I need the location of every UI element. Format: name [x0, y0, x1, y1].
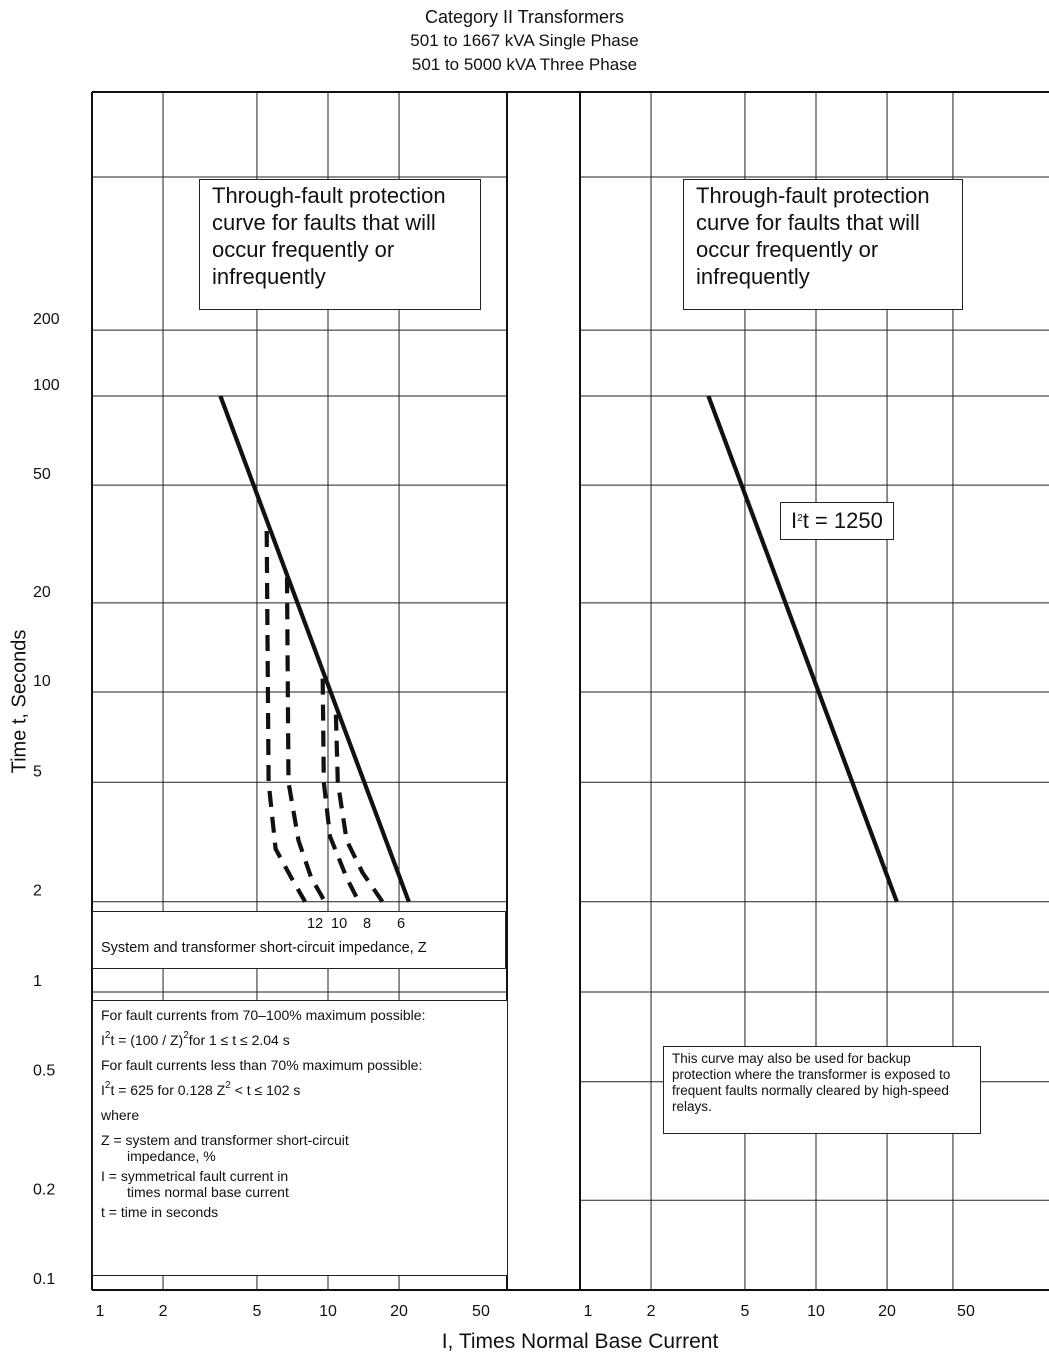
x-tick-label: 2: [647, 1303, 656, 1320]
formula-box: For fault currents from 70–100% maximum …: [92, 1000, 508, 1276]
chart-title: Category II Transformers: [424, 7, 625, 27]
i2t-label-sup: 2: [797, 513, 803, 524]
formula-2c: for 1 ≤ t ≤ 2.04 s: [188, 1032, 290, 1048]
formula-4c: < t ≤ 102 s: [230, 1082, 301, 1098]
def-z-1: Z = system and transformer short-circuit: [101, 1132, 349, 1148]
x-tick-label: 20: [878, 1303, 896, 1320]
i2t-label-b: t = 1250: [802, 508, 883, 533]
solid-curve-right: [706, 395, 899, 903]
formula-line-5: where: [101, 1107, 140, 1123]
formula-4b: t = 625 for 0.128 Z: [110, 1082, 226, 1098]
x-tick-label: 10: [807, 1303, 825, 1320]
i2t-label: I2t = 1250: [780, 502, 894, 540]
dashed-curve-z12: [264, 530, 307, 903]
x-tick-label: 50: [472, 1303, 490, 1320]
x-tick-label: 5: [253, 1303, 262, 1320]
y-tick-label: 0.5: [33, 1063, 55, 1080]
formula-2b: t = (100 / Z): [110, 1032, 184, 1048]
formula-line-4: I2t = 625 for 0.128 Z2 < t ≤ 102 s: [101, 1080, 499, 1099]
y-tick-label: 10: [33, 673, 51, 690]
y-tick-label: 0.2: [33, 1181, 55, 1198]
y-tick-label: 20: [33, 584, 51, 601]
formula-line-3: For fault currents less than 70% maximum…: [101, 1057, 423, 1073]
formula-line-2: I2t = (100 / Z)2for 1 ≤ t ≤ 2.04 s: [101, 1030, 499, 1049]
def-t: t = time in seconds: [101, 1204, 219, 1220]
backup-note-box: This curve may also be used for backup p…: [663, 1046, 981, 1134]
right-annotation-box: Through-fault protection curve for fault…: [683, 179, 963, 310]
chart-subtitle-1: 501 to 1667 kVA Single Phase: [410, 31, 639, 50]
formula-4a: I: [101, 1082, 105, 1098]
chart-subtitle-2: 501 to 5000 kVA Three Phase: [411, 55, 638, 74]
x-axis-label: I, Times Normal Base Current: [441, 1330, 719, 1353]
formula-4-sup: 2: [104, 1080, 111, 1091]
impedance-label-box: System and transformer short-circuit imp…: [92, 911, 506, 969]
def-i-2: times normal base current: [127, 1184, 289, 1200]
left-annotation-box: Through-fault protection curve for fault…: [199, 179, 481, 310]
x-tick-label: 20: [390, 1303, 408, 1320]
y-axis-label: Time t, Seconds: [8, 629, 31, 774]
y-tick-label: 50: [33, 466, 51, 483]
y-tick-label: 200: [33, 311, 60, 328]
y-tick-label: 0.1: [33, 1271, 55, 1288]
x-tick-label: 50: [957, 1303, 975, 1320]
def-i-1: I = symmetrical fault current in: [101, 1168, 289, 1184]
y-tick-label: 2: [33, 883, 42, 900]
dashed-curve-z10: [284, 577, 327, 903]
formula-2a: I: [101, 1032, 105, 1048]
x-tick-label: 1: [96, 1303, 105, 1320]
i2t-label-a: I: [791, 508, 798, 533]
z-tick-10: 10: [331, 916, 348, 932]
formula-2-sup2: 2: [183, 1030, 189, 1041]
formula-4-sup2: 2: [225, 1080, 231, 1091]
def-z-2: impedance, %: [127, 1148, 216, 1164]
impedance-label: System and transformer short-circuit imp…: [101, 940, 427, 956]
z-tick-12: 12: [307, 916, 324, 932]
dashed-curve-z8: [320, 678, 361, 903]
z-tick-8: 8: [363, 916, 372, 932]
formula-line-1: For fault currents from 70–100% maximum …: [101, 1007, 426, 1023]
z-tick-6: 6: [397, 916, 406, 932]
x-tick-label: 10: [319, 1303, 337, 1320]
y-tick-label: 1: [33, 973, 42, 990]
x-tick-label: 5: [741, 1303, 750, 1320]
x-tick-label: 2: [159, 1303, 168, 1320]
solid-curve-left: [218, 395, 411, 903]
x-tick-label: 1: [584, 1303, 593, 1320]
y-tick-label: 5: [33, 763, 42, 780]
formula-2-sup: 2: [104, 1030, 111, 1041]
y-tick-label: 100: [33, 377, 60, 394]
